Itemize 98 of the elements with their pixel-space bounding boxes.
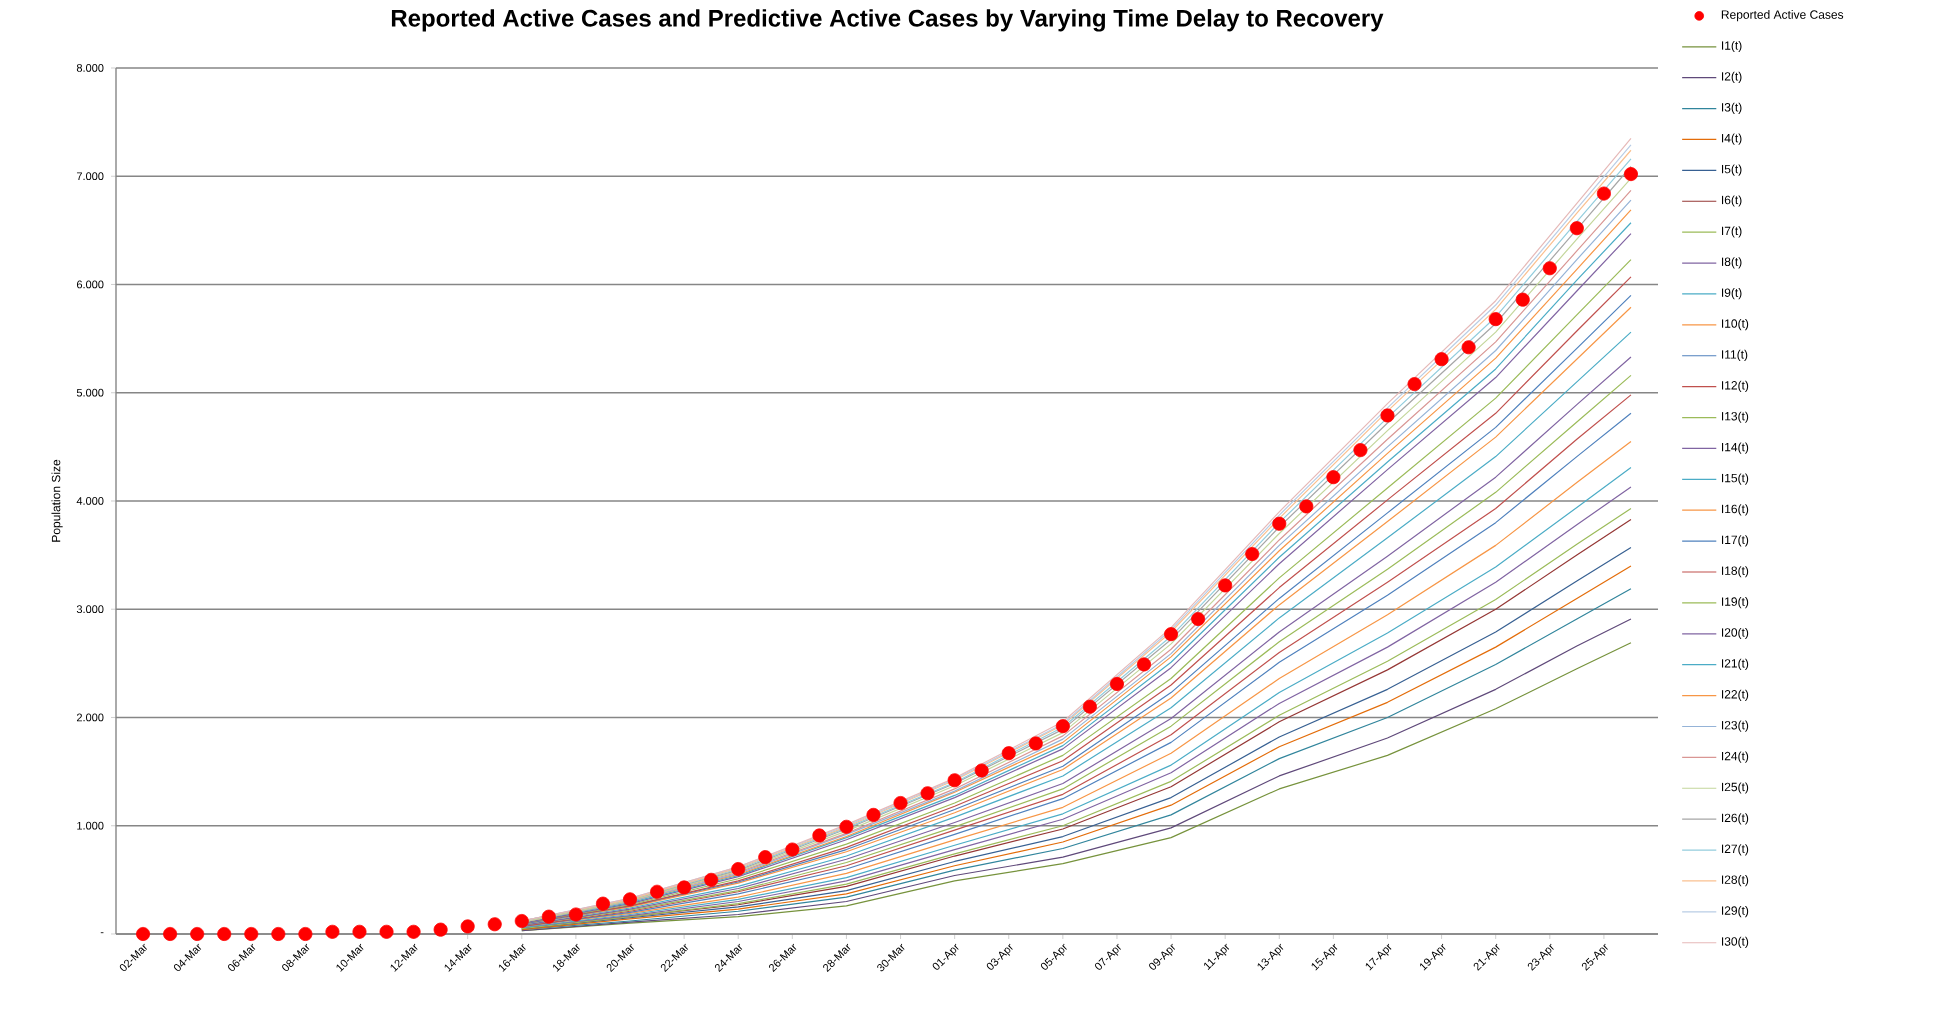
y-tick-label: 7.000 (76, 172, 104, 181)
point (1082, 699, 1097, 714)
y-axis-title: Population Size (51, 459, 63, 542)
legend-label: I28(t) (1721, 875, 1749, 887)
point (1488, 312, 1503, 327)
legend-label: I8(t) (1721, 257, 1742, 269)
point (1623, 167, 1638, 182)
point (568, 907, 583, 922)
legend-label: I6(t) (1721, 195, 1742, 207)
point (947, 773, 962, 788)
point (1245, 547, 1260, 562)
legend-label: I24(t) (1721, 751, 1749, 763)
point (460, 919, 475, 934)
point (541, 909, 556, 924)
point (812, 828, 827, 843)
point (244, 926, 259, 941)
legend-label: I12(t) (1721, 380, 1749, 392)
point (1569, 221, 1584, 236)
point (1164, 627, 1179, 642)
point (595, 896, 610, 911)
point (623, 892, 638, 907)
point (1407, 377, 1422, 392)
point (920, 786, 935, 801)
point (1272, 516, 1287, 531)
legend-label: I25(t) (1721, 782, 1749, 794)
point (1461, 340, 1476, 355)
legend-label: I5(t) (1721, 164, 1742, 176)
point (704, 872, 719, 887)
legend-label: I21(t) (1721, 658, 1749, 671)
point (514, 913, 529, 928)
point (866, 807, 881, 822)
legend-label: I3(t) (1721, 102, 1742, 114)
point (379, 924, 394, 939)
point (1353, 443, 1368, 458)
legend-label: I19(t) (1721, 597, 1749, 609)
legend-label: I9(t) (1721, 288, 1742, 300)
y-tick-label: 1.000 (77, 821, 104, 830)
point (1326, 470, 1341, 485)
point (1191, 611, 1206, 626)
point (1001, 746, 1016, 761)
point (433, 922, 448, 937)
y-tick-label: 2.000 (76, 713, 104, 722)
y-tick-label: 5.000 (76, 388, 104, 397)
legend-label: I29(t) (1721, 905, 1749, 918)
point (974, 763, 989, 778)
legend-label: I2(t) (1721, 71, 1742, 84)
legend-label: I22(t) (1721, 689, 1749, 701)
legend-label: I4(t) (1721, 133, 1742, 145)
point (487, 917, 502, 932)
legend-label: I15(t) (1721, 473, 1749, 485)
legend-label: I7(t) (1721, 226, 1742, 238)
point (190, 926, 205, 941)
point (1055, 719, 1070, 734)
point (785, 842, 800, 857)
legend-label: I17(t) (1721, 535, 1749, 547)
point (163, 926, 178, 941)
legend-label: I1(t) (1721, 40, 1742, 53)
y-tick-label: 3.000 (76, 605, 104, 614)
legend-label: I14(t) (1721, 442, 1749, 454)
point (136, 926, 151, 941)
point (1515, 292, 1530, 307)
point (893, 796, 908, 810)
legend-label: I20(t) (1721, 627, 1749, 640)
point (677, 880, 692, 895)
y-tick-label: 6.000 (76, 280, 104, 289)
point (839, 819, 854, 834)
point (731, 862, 746, 877)
legend-label: I26(t) (1721, 813, 1749, 825)
legend-label: I23(t) (1721, 720, 1749, 732)
legend-label: I10(t) (1721, 318, 1749, 331)
legend-label: Reported Active Cases (1721, 10, 1844, 22)
point (1028, 736, 1043, 751)
y-tick-label: 8.000 (76, 64, 104, 72)
legend-label: I16(t) (1721, 504, 1749, 516)
point (298, 926, 313, 941)
point (1380, 408, 1395, 423)
y-tick-label: - (100, 932, 104, 934)
legend-label: I13(t) (1721, 411, 1749, 423)
point (352, 924, 367, 939)
point (1434, 352, 1449, 367)
point (217, 926, 232, 941)
y-tick-label: 4.000 (76, 497, 104, 505)
legend-label: I27(t) (1721, 844, 1749, 856)
point (758, 850, 773, 865)
legend-label: I11(t) (1721, 349, 1748, 362)
point (650, 884, 665, 899)
legend-label: I30(t) (1721, 936, 1749, 949)
point (1137, 657, 1152, 672)
point (1109, 676, 1124, 691)
point (1299, 499, 1314, 514)
point (406, 924, 421, 939)
chart-title: Reported Active Cases and Predictive Active Cases by Varying Time Delay to Recovery (391, 9, 1384, 32)
point (1218, 578, 1233, 593)
point (1542, 261, 1557, 276)
point (1596, 186, 1611, 201)
point (271, 926, 286, 941)
point (325, 924, 340, 939)
legend-label: I18(t) (1721, 566, 1749, 578)
